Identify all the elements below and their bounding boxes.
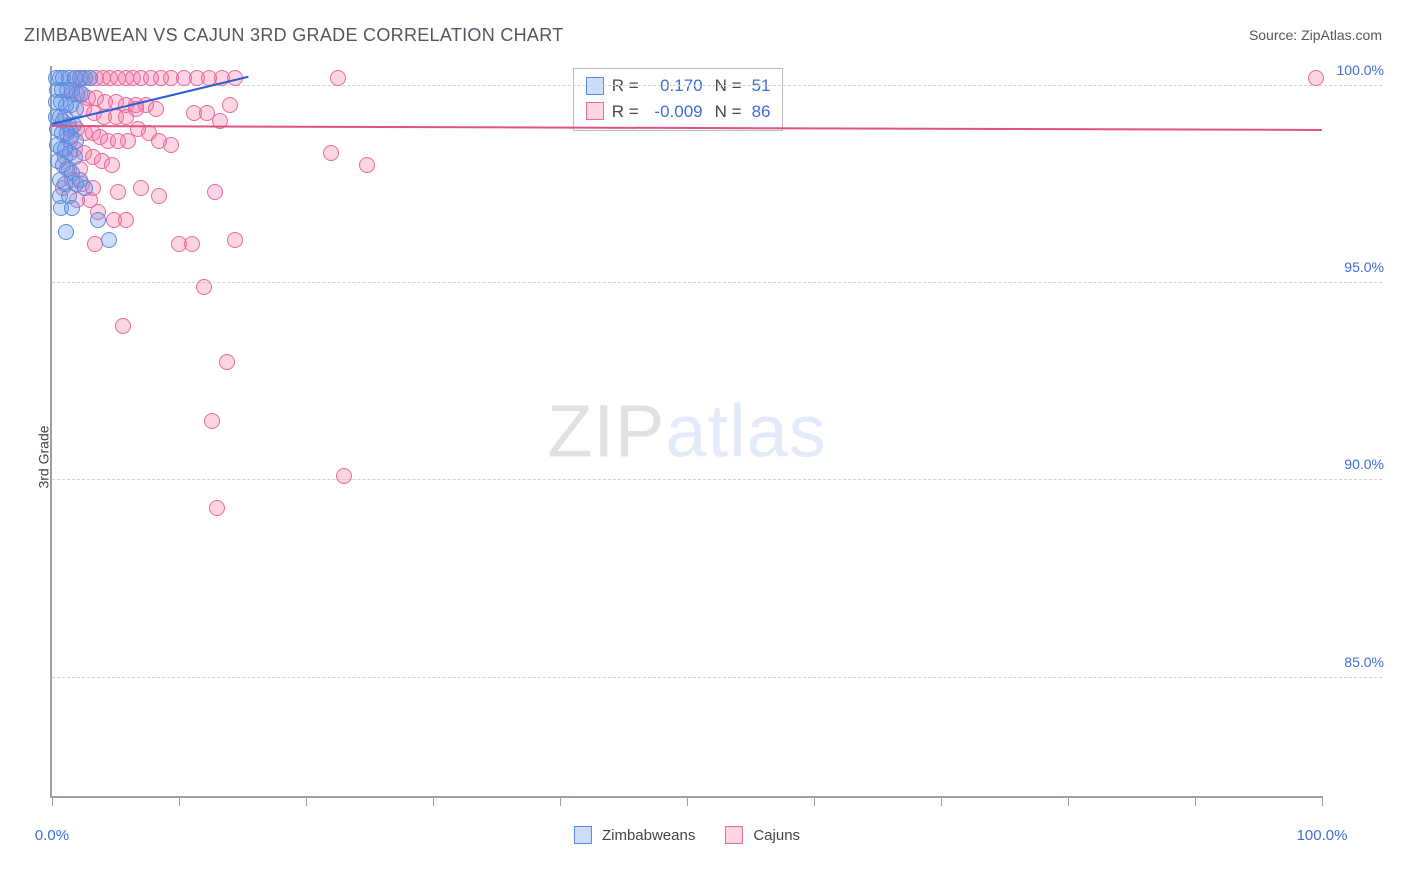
chart-area: 3rd Grade ZIPatlas R = 0.170 N = 51 R = …: [14, 52, 1392, 862]
source-prefix: Source:: [1249, 27, 1301, 43]
stat-n-value: 51: [752, 73, 771, 99]
swatch-zimbabweans: [586, 77, 604, 95]
scatter-point-cajuns: [151, 188, 167, 204]
x-tick: [179, 796, 180, 806]
legend-label: Cajuns: [753, 827, 800, 844]
scatter-point-zimbabweans: [77, 180, 93, 196]
stat-n-value: 86: [752, 99, 771, 125]
scatter-point-cajuns: [207, 184, 223, 200]
source-credit: Source: ZipAtlas.com: [1249, 27, 1382, 43]
y-tick-label: 85.0%: [1324, 654, 1384, 670]
watermark-atlas: atlas: [665, 390, 826, 473]
scatter-point-cajuns: [359, 157, 375, 173]
stat-n-label: N =: [715, 99, 742, 125]
x-tick-label: 0.0%: [35, 827, 69, 844]
legend-item-cajuns[interactable]: Cajuns: [725, 826, 800, 844]
scatter-point-cajuns: [196, 279, 212, 295]
y-tick-label: 90.0%: [1324, 456, 1384, 472]
stats-row-zimbabweans: R = 0.170 N = 51: [586, 73, 771, 99]
source-link[interactable]: ZipAtlas.com: [1301, 27, 1382, 43]
stats-row-cajuns: R = -0.009 N = 86: [586, 99, 771, 125]
scatter-point-zimbabweans: [90, 212, 106, 228]
scatter-point-cajuns: [133, 180, 149, 196]
scatter-point-cajuns: [222, 97, 238, 113]
scatter-point-cajuns: [184, 236, 200, 252]
chart-title: ZIMBABWEAN VS CAJUN 3RD GRADE CORRELATIO…: [24, 25, 564, 46]
stat-r-label: R =: [612, 99, 639, 125]
x-tick: [1068, 796, 1069, 806]
swatch-cajuns: [725, 826, 743, 844]
scatter-point-zimbabweans: [64, 200, 80, 216]
x-tick: [433, 796, 434, 806]
stat-r-label: R =: [612, 73, 639, 99]
scatter-point-cajuns: [1308, 70, 1324, 86]
x-tick: [814, 796, 815, 806]
x-tick: [1322, 796, 1323, 806]
scatter-point-zimbabweans: [101, 232, 117, 248]
scatter-point-zimbabweans: [82, 70, 98, 86]
scatter-point-cajuns: [209, 500, 225, 516]
scatter-point-cajuns: [148, 101, 164, 117]
x-tick: [687, 796, 688, 806]
stat-r-value: -0.009: [645, 99, 703, 125]
plot-region: ZIPatlas R = 0.170 N = 51 R = -0.009 N =…: [50, 66, 1322, 798]
stat-n-label: N =: [715, 73, 742, 99]
scatter-point-cajuns: [204, 413, 220, 429]
scatter-point-cajuns: [336, 468, 352, 484]
swatch-cajuns: [586, 102, 604, 120]
x-tick: [560, 796, 561, 806]
scatter-point-cajuns: [227, 232, 243, 248]
x-tick: [1195, 796, 1196, 806]
gridline: [52, 677, 1382, 678]
scatter-point-cajuns: [115, 318, 131, 334]
scatter-point-cajuns: [219, 354, 235, 370]
y-tick-label: 95.0%: [1324, 259, 1384, 275]
x-tick: [52, 796, 53, 806]
legend: Zimbabweans Cajuns: [574, 826, 800, 844]
gridline: [52, 85, 1382, 86]
legend-label: Zimbabweans: [602, 827, 695, 844]
gridline: [52, 479, 1382, 480]
scatter-point-cajuns: [323, 145, 339, 161]
x-tick: [941, 796, 942, 806]
stat-r-value: 0.170: [645, 73, 703, 99]
scatter-point-zimbabweans: [58, 224, 74, 240]
swatch-zimbabweans: [574, 826, 592, 844]
scatter-point-cajuns: [163, 137, 179, 153]
y-tick-label: 100.0%: [1324, 62, 1384, 78]
watermark: ZIPatlas: [547, 389, 826, 474]
gridline: [52, 282, 1382, 283]
scatter-point-cajuns: [110, 184, 126, 200]
scatter-point-cajuns: [104, 157, 120, 173]
legend-item-zimbabweans[interactable]: Zimbabweans: [574, 826, 695, 844]
x-tick: [306, 796, 307, 806]
watermark-zip: ZIP: [547, 390, 665, 473]
scatter-point-cajuns: [118, 212, 134, 228]
stats-legend: R = 0.170 N = 51 R = -0.009 N = 86: [573, 68, 784, 131]
scatter-point-cajuns: [330, 70, 346, 86]
x-tick-label: 100.0%: [1297, 827, 1348, 844]
